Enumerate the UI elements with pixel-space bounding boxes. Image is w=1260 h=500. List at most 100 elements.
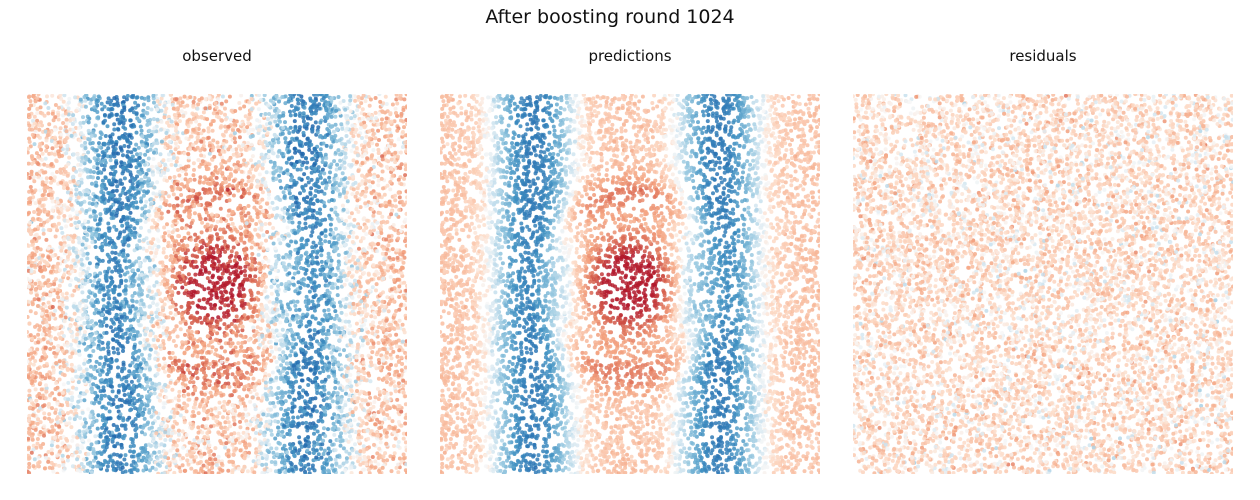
observed-point xyxy=(188,380,193,384)
observed-point xyxy=(185,311,190,315)
observed-point xyxy=(366,271,371,276)
observed-point xyxy=(56,215,61,220)
observed-point xyxy=(380,169,385,174)
observed-point xyxy=(58,241,63,246)
observed-point xyxy=(38,265,43,270)
observed-point xyxy=(403,217,407,222)
observed-point xyxy=(95,426,100,431)
observed-point xyxy=(250,240,255,245)
observed-point xyxy=(132,346,137,351)
observed-point xyxy=(371,131,376,136)
observed-point xyxy=(69,425,74,430)
observed-point xyxy=(44,383,48,388)
observed-point xyxy=(223,106,227,111)
observed-point xyxy=(356,294,361,299)
observed-point xyxy=(28,370,33,375)
observed-point xyxy=(390,419,395,424)
observed-point xyxy=(344,459,349,464)
observed-point xyxy=(28,99,33,104)
observed-point xyxy=(55,471,60,474)
observed-point xyxy=(375,220,380,225)
observed-point xyxy=(73,408,78,412)
observed-point xyxy=(370,241,375,246)
observed-point xyxy=(162,238,167,243)
observed-point xyxy=(376,178,381,183)
observed-point xyxy=(51,345,56,350)
observed-point xyxy=(264,462,269,467)
observed-point xyxy=(101,320,106,325)
observed-point xyxy=(270,144,275,149)
observed-point xyxy=(239,211,244,216)
observed-point xyxy=(46,106,51,110)
observed-point xyxy=(130,182,135,186)
observed-point xyxy=(285,225,290,230)
observed-point xyxy=(223,303,228,308)
figure-title: After boosting round 1024 xyxy=(0,6,1220,28)
observed-point xyxy=(317,370,322,375)
observed-point xyxy=(326,451,331,456)
observed-point xyxy=(100,107,105,112)
observed-point xyxy=(151,337,156,342)
observed-point xyxy=(88,429,93,434)
observed-point xyxy=(182,104,187,109)
observed-point xyxy=(373,136,378,141)
observed-point xyxy=(210,345,215,350)
observed-point xyxy=(89,442,94,447)
observed-point xyxy=(77,349,82,354)
observed-point xyxy=(336,188,340,193)
observed-point xyxy=(208,122,213,127)
observed-point xyxy=(225,416,230,420)
observed-point xyxy=(78,449,82,454)
observed-point xyxy=(376,128,381,133)
observed-point xyxy=(257,172,262,177)
observed-point xyxy=(340,405,345,410)
observed-point xyxy=(50,171,55,176)
observed-point xyxy=(275,432,280,437)
observed-point xyxy=(109,276,114,281)
observed-point xyxy=(199,320,204,325)
observed-point xyxy=(312,94,317,97)
observed-point xyxy=(114,227,119,232)
observed-point xyxy=(119,328,124,333)
observed-point xyxy=(283,101,288,106)
observed-point xyxy=(293,303,298,308)
observed-point xyxy=(312,332,317,337)
observed-point xyxy=(330,427,335,431)
observed-point xyxy=(43,156,48,161)
observed-point xyxy=(393,384,397,389)
observed-point xyxy=(234,240,239,244)
observed-point xyxy=(147,228,152,233)
observed-point xyxy=(132,396,136,401)
observed-point xyxy=(339,122,344,127)
observed-point xyxy=(342,348,346,353)
observed-point xyxy=(249,183,254,187)
observed-point xyxy=(74,192,79,197)
observed-point xyxy=(120,465,125,470)
observed-point xyxy=(166,315,171,320)
observed-point xyxy=(294,342,298,347)
observed-point xyxy=(175,334,180,339)
observed-point xyxy=(291,337,296,342)
observed-point xyxy=(105,100,110,105)
observed-point xyxy=(273,436,278,441)
observed-point xyxy=(211,250,216,255)
observed-point xyxy=(75,374,80,379)
observed-point xyxy=(107,454,112,459)
observed-point xyxy=(123,453,128,458)
observed-point xyxy=(191,380,196,385)
observed-point xyxy=(373,465,378,470)
observed-point xyxy=(331,129,336,134)
observed-point xyxy=(50,111,55,116)
observed-point xyxy=(177,432,181,437)
observed-point xyxy=(182,401,187,406)
observed-point xyxy=(110,250,115,255)
observed-point xyxy=(195,290,200,295)
observed-point xyxy=(82,417,87,422)
observed-point xyxy=(222,239,227,244)
observed-point xyxy=(207,279,212,284)
observed-point xyxy=(301,337,306,342)
observed-point xyxy=(255,314,260,318)
observed-point xyxy=(103,238,108,243)
observed-point xyxy=(158,297,163,302)
observed-point xyxy=(232,418,237,423)
